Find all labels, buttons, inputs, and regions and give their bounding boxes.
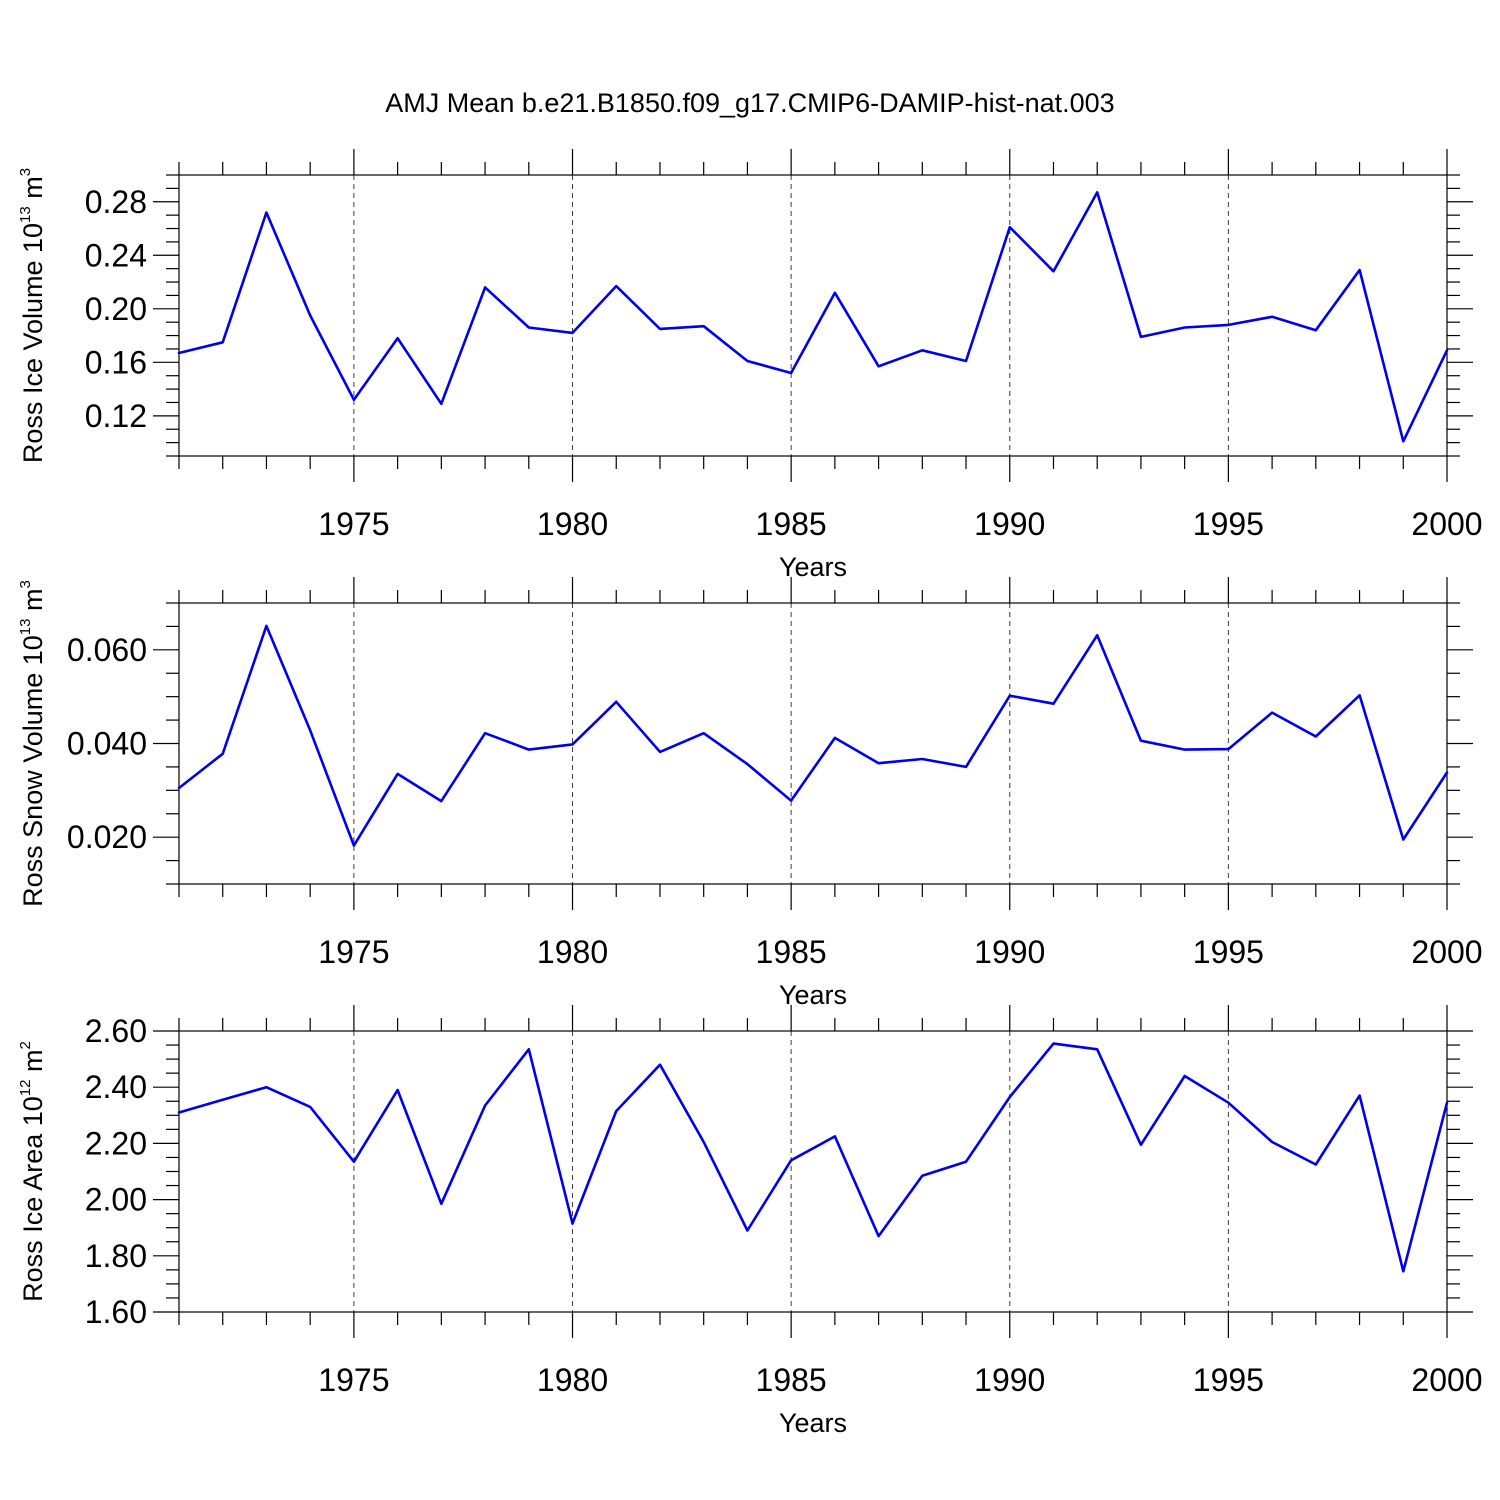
series-line-snow-volume: [177, 624, 1449, 847]
x-tick-label: 1995: [1193, 1362, 1264, 1398]
series-line-ice-volume: [177, 191, 1449, 443]
y-tick-label: 0.24: [85, 237, 147, 273]
panel-ice-area: 1.60 1.80 2.00 2.20 2.40 2.60 1975 1980 1985 1990…: [17, 1005, 1483, 1438]
x-tick-label: 1985: [756, 1362, 827, 1398]
x-tick-label: 1975: [318, 506, 389, 542]
x-tick-label: 1980: [537, 1362, 608, 1398]
y-tick-label: 2.20: [85, 1125, 147, 1161]
plot-frame: [178, 1030, 1448, 1313]
x-tick-label: 1975: [318, 1362, 389, 1398]
x-tick-label: 2000: [1411, 934, 1482, 970]
y-tick-label: 2.40: [85, 1069, 147, 1105]
y-tick-label: 2.00: [85, 1182, 147, 1218]
plot-frame: [178, 602, 1448, 885]
y-tick-label: 0.12: [85, 398, 147, 434]
x-tick-label: 2000: [1411, 1362, 1482, 1398]
y-tick-label: 1.60: [85, 1294, 147, 1330]
x-tick-label: 1995: [1193, 934, 1264, 970]
x-tick-label: 1980: [537, 506, 608, 542]
x-axis-label: Years: [779, 1408, 847, 1438]
y-tick-label: 0.020: [67, 819, 147, 855]
panels: 0.12 0.16 0.20 0.24 0.28 1975 1980 1985 1990 1995…: [17, 149, 1483, 1438]
panel-ice-volume: 0.12 0.16 0.20 0.24 0.28 1975 1980 1985 1990 1995…: [17, 149, 1483, 582]
y-axis-label: Ross Snow Volume 1013 m3: [17, 580, 48, 907]
x-tick-label: 1995: [1193, 506, 1264, 542]
x-tick-label: 1985: [756, 506, 827, 542]
y-tick-label: 0.20: [85, 291, 147, 327]
x-tick-label: 1990: [974, 1362, 1045, 1398]
y-tick-label: 1.80: [85, 1238, 147, 1274]
y-axis-label: Ross Ice Volume 1013 m3: [17, 168, 48, 463]
x-tick-label: 1975: [318, 934, 389, 970]
series-line-ice-area: [177, 1042, 1449, 1273]
x-axis-label: Years: [779, 980, 847, 1010]
panel-snow-volume: 0.020 0.040 0.060 1975 1980 1985 1990 1995 2000 Y…: [17, 577, 1483, 1010]
figure-title: AMJ Mean b.e21.B1850.f09_g17.CMIP6-DAMIP…: [385, 88, 1114, 118]
y-tick-label: 0.16: [85, 344, 147, 380]
y-tick-label: 2.60: [85, 1013, 147, 1049]
x-tick-label: 1990: [974, 934, 1045, 970]
x-tick-label: 2000: [1411, 506, 1482, 542]
y-tick-label: 0.040: [67, 726, 147, 762]
x-axis-label: Years: [779, 552, 847, 582]
y-tick-label: 0.060: [67, 632, 147, 668]
x-tick-label: 1980: [537, 934, 608, 970]
y-tick-label: 0.28: [85, 184, 147, 220]
x-tick-label: 1985: [756, 934, 827, 970]
y-axis-label: Ross Ice Area 1012 m2: [17, 1041, 48, 1302]
plot-frame: [178, 174, 1448, 457]
x-tick-label: 1990: [974, 506, 1045, 542]
